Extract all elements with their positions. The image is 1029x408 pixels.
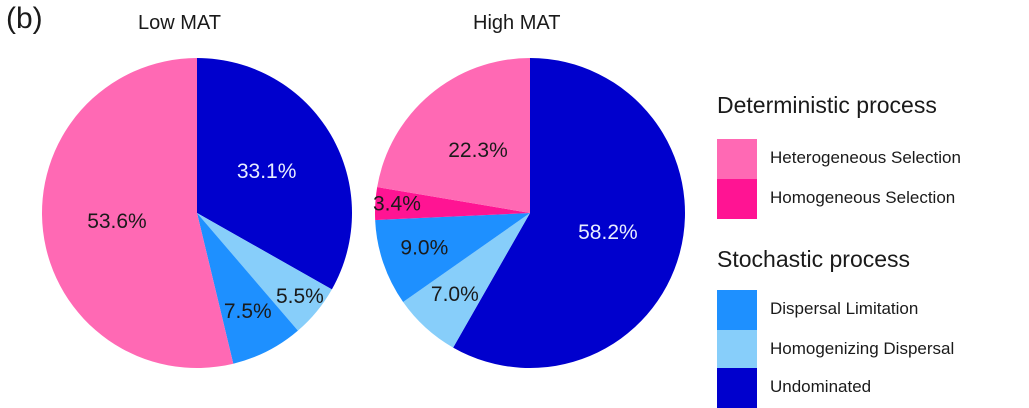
data-label-heterogeneous-selection: 53.6% [87, 210, 147, 233]
legend-title-deterministic: Deterministic process [717, 92, 937, 118]
panel-label: (b) [6, 2, 43, 35]
legend-swatch [717, 330, 757, 370]
pie-slice-homogenizing-dispersal [197, 213, 332, 331]
legend-item-undominated: Undominated [717, 368, 1029, 408]
legend: Deterministic process Heterogeneous Sele… [717, 0, 1029, 408]
data-label-dispersal-limitation: 7.5% [224, 300, 272, 323]
data-label-homogenizing-dispersal: 5.5% [276, 285, 324, 308]
legend-item-heterogeneous-selection: Heterogeneous Selection [717, 139, 1029, 179]
legend-label: Heterogeneous Selection [770, 148, 961, 167]
figure: (b) Low MAT High MAT 33.1% 5.5% 7.5% 53.6% … [6, 0, 1029, 408]
legend-label: Undominated [770, 377, 872, 396]
pie-title-low-mat: Low MAT [138, 12, 221, 34]
pie-slice-homogeneous-selection [375, 187, 530, 221]
data-label-undominated: 58.2% [578, 221, 638, 244]
pie-slice-heterogeneous-selection [377, 58, 530, 213]
pie-chart-high-mat: 58.2% 7.0% 9.0% 3.4% 22.3% [373, 58, 685, 368]
pie-slice-dispersal-limitation [197, 213, 298, 364]
data-label-dispersal-limitation: 9.0% [400, 237, 448, 260]
legend-label: Homogeneous Selection [770, 188, 956, 207]
data-label-undominated: 33.1% [237, 160, 297, 183]
pie-slice-heterogeneous-selection [42, 57, 234, 368]
pie-chart-low-mat: 33.1% 5.5%7.5% 53.6% [42, 57, 352, 368]
legend-swatch [717, 139, 757, 179]
legend-item-homogeneous-selection: Homogeneous Selection [717, 179, 1029, 219]
data-label-heterogeneous-selection: 22.3% [448, 139, 508, 162]
legend-swatch [717, 290, 757, 330]
legend-swatch [717, 368, 757, 408]
pie-slice-dispersal-limitation [375, 213, 530, 303]
pie-slice-undominated [197, 58, 352, 290]
legend-title-stochastic: Stochastic process [717, 246, 911, 272]
pie-title-high-mat: High MAT [473, 12, 561, 34]
legend-item-homogenizing-dispersal: Homogenizing Dispersal [717, 330, 1029, 370]
legend-swatch [717, 179, 757, 219]
legend-label: Dispersal Limitation [770, 299, 919, 318]
pie-slice-homogenizing-dispersal [403, 213, 530, 348]
legend-label: Homogenizing Dispersal [770, 339, 955, 358]
data-label-homogeneous-selection: 3.4% [373, 192, 421, 215]
legend-item-dispersal-limitation: Dispersal Limitation [717, 290, 1029, 330]
pie-slice-undominated [453, 58, 685, 368]
data-label-homogenizing-dispersal: 7.0% [431, 283, 479, 306]
